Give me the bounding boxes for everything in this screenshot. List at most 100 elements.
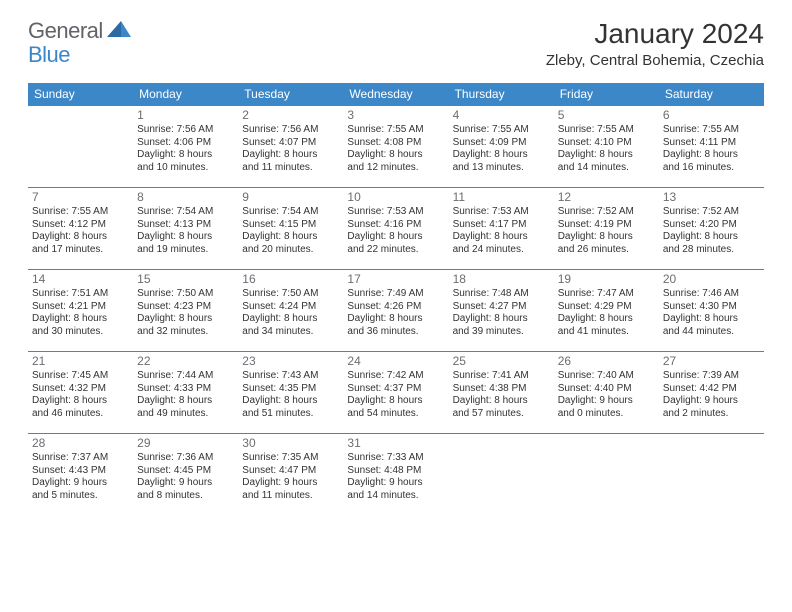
daylight-line-2: and 32 minutes. bbox=[137, 326, 234, 339]
daylight-line-2: and 51 minutes. bbox=[242, 408, 339, 421]
daylight-line-2: and 22 minutes. bbox=[347, 244, 444, 257]
daylight-line-2: and 2 minutes. bbox=[663, 408, 760, 421]
daylight-line-1: Daylight: 9 hours bbox=[32, 477, 129, 490]
day-number: 17 bbox=[347, 272, 444, 287]
sunrise-line: Sunrise: 7:43 AM bbox=[242, 370, 339, 383]
sunset-line: Sunset: 4:40 PM bbox=[558, 383, 655, 396]
day-cell: 5Sunrise: 7:55 AMSunset: 4:10 PMDaylight… bbox=[554, 106, 659, 188]
sunset-line: Sunset: 4:37 PM bbox=[347, 383, 444, 396]
day-cell: 15Sunrise: 7:50 AMSunset: 4:23 PMDayligh… bbox=[133, 270, 238, 352]
day-cell bbox=[449, 434, 554, 516]
sunrise-line: Sunrise: 7:48 AM bbox=[453, 288, 550, 301]
daylight-line-2: and 14 minutes. bbox=[558, 162, 655, 175]
sunset-line: Sunset: 4:06 PM bbox=[137, 137, 234, 150]
sunrise-line: Sunrise: 7:55 AM bbox=[32, 206, 129, 219]
day-number: 4 bbox=[453, 108, 550, 123]
daylight-line-1: Daylight: 8 hours bbox=[453, 231, 550, 244]
sunrise-line: Sunrise: 7:46 AM bbox=[663, 288, 760, 301]
day-cell: 19Sunrise: 7:47 AMSunset: 4:29 PMDayligh… bbox=[554, 270, 659, 352]
calendar-body: 1Sunrise: 7:56 AMSunset: 4:06 PMDaylight… bbox=[28, 106, 764, 516]
sunset-line: Sunset: 4:38 PM bbox=[453, 383, 550, 396]
day-number: 6 bbox=[663, 108, 760, 123]
day-cell: 3Sunrise: 7:55 AMSunset: 4:08 PMDaylight… bbox=[343, 106, 448, 188]
day-number: 20 bbox=[663, 272, 760, 287]
daylight-line-2: and 17 minutes. bbox=[32, 244, 129, 257]
day-number: 8 bbox=[137, 190, 234, 205]
daylight-line-2: and 41 minutes. bbox=[558, 326, 655, 339]
day-number: 29 bbox=[137, 436, 234, 451]
sunset-line: Sunset: 4:35 PM bbox=[242, 383, 339, 396]
daylight-line-2: and 19 minutes. bbox=[137, 244, 234, 257]
logo-triangle-icon bbox=[107, 19, 131, 42]
daylight-line-1: Daylight: 8 hours bbox=[347, 313, 444, 326]
sunrise-line: Sunrise: 7:55 AM bbox=[558, 124, 655, 137]
day-number: 18 bbox=[453, 272, 550, 287]
day-number: 31 bbox=[347, 436, 444, 451]
sunset-line: Sunset: 4:30 PM bbox=[663, 301, 760, 314]
sunset-line: Sunset: 4:12 PM bbox=[32, 219, 129, 232]
daylight-line-2: and 20 minutes. bbox=[242, 244, 339, 257]
daylight-line-1: Daylight: 9 hours bbox=[242, 477, 339, 490]
day-number: 11 bbox=[453, 190, 550, 205]
daylight-line-1: Daylight: 8 hours bbox=[137, 395, 234, 408]
month-title: January 2024 bbox=[546, 18, 764, 50]
sunset-line: Sunset: 4:43 PM bbox=[32, 465, 129, 478]
day-cell bbox=[659, 434, 764, 516]
daylight-line-2: and 54 minutes. bbox=[347, 408, 444, 421]
daylight-line-2: and 24 minutes. bbox=[453, 244, 550, 257]
day-cell: 13Sunrise: 7:52 AMSunset: 4:20 PMDayligh… bbox=[659, 188, 764, 270]
day-number: 3 bbox=[347, 108, 444, 123]
daylight-line-1: Daylight: 8 hours bbox=[137, 231, 234, 244]
day-number: 5 bbox=[558, 108, 655, 123]
logo: General bbox=[28, 18, 133, 44]
sunset-line: Sunset: 4:32 PM bbox=[32, 383, 129, 396]
sunset-line: Sunset: 4:19 PM bbox=[558, 219, 655, 232]
daylight-line-2: and 14 minutes. bbox=[347, 490, 444, 503]
sunset-line: Sunset: 4:29 PM bbox=[558, 301, 655, 314]
day-cell: 12Sunrise: 7:52 AMSunset: 4:19 PMDayligh… bbox=[554, 188, 659, 270]
sunrise-line: Sunrise: 7:35 AM bbox=[242, 452, 339, 465]
day-number: 26 bbox=[558, 354, 655, 369]
sunset-line: Sunset: 4:09 PM bbox=[453, 137, 550, 150]
day-number: 7 bbox=[32, 190, 129, 205]
sunset-line: Sunset: 4:07 PM bbox=[242, 137, 339, 150]
daylight-line-2: and 34 minutes. bbox=[242, 326, 339, 339]
day-number: 23 bbox=[242, 354, 339, 369]
sunset-line: Sunset: 4:27 PM bbox=[453, 301, 550, 314]
sunset-line: Sunset: 4:26 PM bbox=[347, 301, 444, 314]
day-cell: 7Sunrise: 7:55 AMSunset: 4:12 PMDaylight… bbox=[28, 188, 133, 270]
daylight-line-2: and 36 minutes. bbox=[347, 326, 444, 339]
daylight-line-1: Daylight: 8 hours bbox=[242, 149, 339, 162]
day-header: Saturday bbox=[659, 83, 764, 106]
daylight-line-2: and 0 minutes. bbox=[558, 408, 655, 421]
daylight-line-2: and 11 minutes. bbox=[242, 162, 339, 175]
sunrise-line: Sunrise: 7:56 AM bbox=[242, 124, 339, 137]
daylight-line-1: Daylight: 8 hours bbox=[137, 149, 234, 162]
sunrise-line: Sunrise: 7:40 AM bbox=[558, 370, 655, 383]
week-row: 21Sunrise: 7:45 AMSunset: 4:32 PMDayligh… bbox=[28, 352, 764, 434]
day-cell: 22Sunrise: 7:44 AMSunset: 4:33 PMDayligh… bbox=[133, 352, 238, 434]
day-cell bbox=[28, 106, 133, 188]
sunset-line: Sunset: 4:45 PM bbox=[137, 465, 234, 478]
day-header: Tuesday bbox=[238, 83, 343, 106]
day-number: 12 bbox=[558, 190, 655, 205]
day-number: 19 bbox=[558, 272, 655, 287]
day-cell: 24Sunrise: 7:42 AMSunset: 4:37 PMDayligh… bbox=[343, 352, 448, 434]
daylight-line-1: Daylight: 8 hours bbox=[32, 395, 129, 408]
sunrise-line: Sunrise: 7:37 AM bbox=[32, 452, 129, 465]
daylight-line-1: Daylight: 8 hours bbox=[558, 231, 655, 244]
sunset-line: Sunset: 4:15 PM bbox=[242, 219, 339, 232]
day-cell: 6Sunrise: 7:55 AMSunset: 4:11 PMDaylight… bbox=[659, 106, 764, 188]
day-number: 22 bbox=[137, 354, 234, 369]
sunrise-line: Sunrise: 7:33 AM bbox=[347, 452, 444, 465]
day-cell: 23Sunrise: 7:43 AMSunset: 4:35 PMDayligh… bbox=[238, 352, 343, 434]
daylight-line-2: and 44 minutes. bbox=[663, 326, 760, 339]
sunset-line: Sunset: 4:42 PM bbox=[663, 383, 760, 396]
day-header: Sunday bbox=[28, 83, 133, 106]
daylight-line-1: Daylight: 8 hours bbox=[663, 149, 760, 162]
day-number: 16 bbox=[242, 272, 339, 287]
daylight-line-2: and 57 minutes. bbox=[453, 408, 550, 421]
sunset-line: Sunset: 4:13 PM bbox=[137, 219, 234, 232]
day-number: 27 bbox=[663, 354, 760, 369]
day-cell: 26Sunrise: 7:40 AMSunset: 4:40 PMDayligh… bbox=[554, 352, 659, 434]
